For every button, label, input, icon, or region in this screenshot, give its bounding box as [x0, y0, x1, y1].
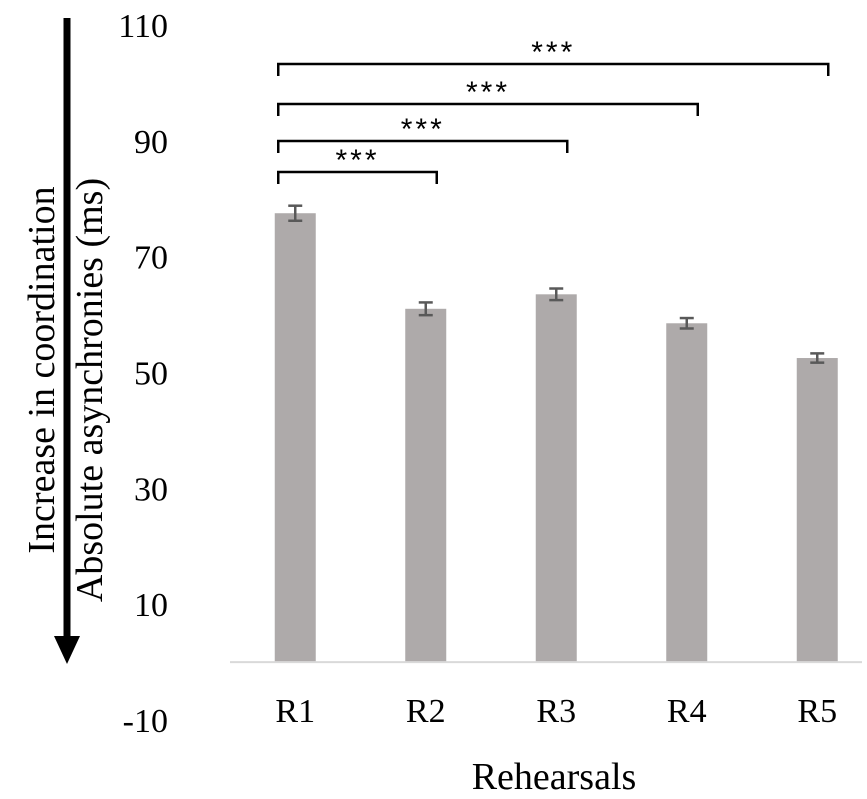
y-tick-label: 110 — [118, 8, 168, 45]
significance-label: *** — [466, 76, 510, 109]
bar — [405, 308, 447, 663]
bar — [274, 213, 316, 663]
significance-bracket — [277, 139, 569, 153]
arrow-label: Increase in coordination — [21, 186, 63, 553]
significance-label: *** — [531, 36, 575, 69]
x-tick-labels: R1 R2 R3 R4 R5 — [275, 693, 837, 730]
significance-bracket — [277, 170, 438, 184]
error-bars — [288, 204, 825, 364]
x-tick-label: R2 — [406, 693, 446, 730]
x-axis-title: Rehearsals — [472, 756, 637, 798]
x-tick-label: R4 — [667, 693, 707, 730]
bar — [535, 294, 577, 663]
coordination-arrow-head — [54, 636, 80, 664]
y-tick-labels: -10 10 30 50 70 90 110 — [118, 8, 168, 740]
y-tick-label: 70 — [134, 240, 168, 277]
x-tick-label: R1 — [275, 693, 315, 730]
significance-label: *** — [335, 144, 379, 177]
bars — [274, 213, 838, 663]
y-tick-label: 10 — [134, 587, 168, 624]
bar — [796, 358, 838, 663]
y-tick-label: 90 — [134, 124, 168, 161]
bar — [666, 323, 708, 663]
y-tick-label: -10 — [123, 703, 168, 740]
y-axis-title: Absolute asynchronies (ms) — [69, 178, 111, 602]
y-tick-label: 50 — [134, 356, 168, 393]
significance-label: *** — [401, 113, 445, 146]
x-tick-label: R3 — [536, 693, 576, 730]
significance-brackets: *** *** *** *** — [277, 36, 830, 184]
significance-bracket — [277, 62, 830, 76]
x-tick-label: R5 — [797, 693, 837, 730]
y-tick-label: 30 — [134, 471, 168, 508]
significance-bracket — [277, 102, 699, 116]
